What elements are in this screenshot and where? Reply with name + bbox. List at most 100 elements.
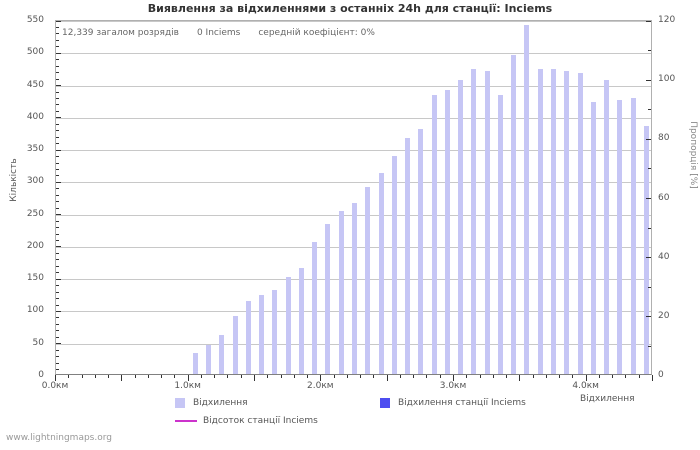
x-axis-tick xyxy=(68,375,70,378)
y-axis-right-tick-label: 60 xyxy=(658,192,670,203)
x-axis-tick xyxy=(307,375,309,378)
y-axis-left-tick xyxy=(56,207,59,209)
x-axis-tick xyxy=(532,375,534,378)
y-axis-left-tick xyxy=(56,336,59,338)
bar xyxy=(245,301,251,374)
y-axis-left-tick xyxy=(56,233,59,235)
x-axis-tick xyxy=(612,375,614,378)
y-axis-left-tick xyxy=(56,285,59,287)
y-axis-right-tick xyxy=(646,21,651,22)
y-axis-left-tick-label: 450 xyxy=(26,79,44,90)
bar xyxy=(444,90,450,374)
bar xyxy=(272,290,278,374)
x-axis-tick xyxy=(240,375,242,378)
y-axis-left-tick-label: 0 xyxy=(38,370,44,380)
bar xyxy=(431,95,437,374)
y-axis-left-tick xyxy=(56,123,59,125)
y-axis-left-tick xyxy=(56,97,59,99)
y-axis-right-tick xyxy=(646,316,651,318)
y-axis-left-tick xyxy=(56,130,59,132)
x-axis-tick xyxy=(254,375,255,381)
y-axis-left-tick xyxy=(56,143,59,145)
legend-item-label: Відхилення станції Inciems xyxy=(398,398,526,408)
y-axis-right: 0 20 40 60 80 100 120 xyxy=(654,15,700,380)
gridline xyxy=(56,182,651,183)
bar xyxy=(617,99,623,374)
x-axis-tick xyxy=(333,375,335,378)
bar xyxy=(352,202,357,374)
bar xyxy=(643,126,649,374)
x-axis-tick xyxy=(147,375,149,378)
y-axis-left-tick-label: 150 xyxy=(26,273,44,284)
y-axis-left-tick xyxy=(56,46,59,48)
y-axis-right-tick-label: 40 xyxy=(658,251,670,262)
x-axis-tick xyxy=(413,375,415,378)
x-axis-tick xyxy=(174,375,176,378)
bar xyxy=(378,172,384,374)
y-axis-left-tick xyxy=(56,278,61,280)
y-axis-left-tick xyxy=(56,369,59,371)
x-axis-tick xyxy=(81,375,83,378)
x-axis-tick xyxy=(625,375,627,378)
y-axis-left-tick-label: 350 xyxy=(26,144,44,155)
y-axis-left-tick-label: 250 xyxy=(26,208,44,219)
y-axis-left-tick-label: 500 xyxy=(26,47,44,58)
bar xyxy=(338,211,344,374)
x-axis-tick-label: 3.0км xyxy=(439,381,467,391)
bar xyxy=(524,25,530,374)
y-axis-right-tick xyxy=(646,198,651,199)
y-axis-left-tick xyxy=(56,194,59,196)
average-ratio-label: середній коефіцієнт: 0% xyxy=(258,28,375,38)
legend-swatch-marker xyxy=(175,398,185,408)
y-axis-left-tick xyxy=(56,362,59,364)
y-axis-left: 0 50 100 150 200 250 300 350 400 450 500 550 xyxy=(0,15,50,380)
x-axis-tick xyxy=(638,375,640,378)
bar xyxy=(471,69,477,374)
bar xyxy=(192,353,198,374)
x-axis-tick xyxy=(161,375,163,378)
y-axis-left-tick xyxy=(56,349,59,351)
x-axis-tick xyxy=(652,375,653,381)
y-axis-left-tick xyxy=(56,91,59,93)
bar xyxy=(405,138,411,374)
y-axis-left-tick xyxy=(56,136,59,138)
page-title: Виявлення за відхиленнями з останніх 24h… xyxy=(147,2,553,15)
y-axis-right-tick xyxy=(648,345,651,347)
y-axis-left-tick xyxy=(56,330,59,332)
y-axis-left-tick-label: 100 xyxy=(26,305,44,316)
y-axis-right-tick-label: 80 xyxy=(658,133,670,144)
gridline xyxy=(56,118,651,119)
bar xyxy=(604,80,610,374)
y-axis-left-tick xyxy=(56,201,59,203)
x-axis-tick xyxy=(492,375,494,378)
y-axis-right-tick xyxy=(648,109,651,111)
bar xyxy=(232,315,238,374)
x-axis-tick xyxy=(121,375,123,381)
legend-item[interactable]: Відхилення xyxy=(175,396,248,410)
gridline xyxy=(56,86,651,87)
y-axis-left-tick xyxy=(56,39,59,41)
bar xyxy=(458,80,464,374)
y-axis-left-tick-label: 300 xyxy=(26,176,44,187)
y-axis-left-tick xyxy=(56,304,59,306)
legend-line-marker xyxy=(175,420,197,422)
y-axis-left-tick xyxy=(56,188,59,190)
x-axis-tick xyxy=(519,375,521,381)
y-axis-left-tick-label: 400 xyxy=(26,111,44,122)
x-axis-tick xyxy=(227,375,229,378)
y-axis-right-tick xyxy=(648,168,651,170)
station-count-label: 0 Inciems xyxy=(196,28,241,38)
x-axis-title: Відхилення xyxy=(580,394,635,404)
plot-area xyxy=(55,20,652,375)
y-axis-right-tick xyxy=(648,227,651,229)
watermark: www.lightningmaps.org xyxy=(6,433,112,443)
y-axis-left-tick xyxy=(56,317,59,319)
x-axis-tick xyxy=(439,375,441,378)
y-axis-left-tick xyxy=(56,227,59,229)
legend: Відхилення Відхилення станції Inciems Відс… xyxy=(175,396,595,438)
legend-item[interactable]: Відхилення станції Inciems xyxy=(380,396,526,410)
y-axis-right-tick xyxy=(648,286,651,288)
legend-item[interactable]: Відсоток станції Inciems xyxy=(175,414,318,428)
y-axis-right-tick-label: 100 xyxy=(658,74,676,85)
legend-item-label: Відсоток станції Inciems xyxy=(203,416,318,426)
